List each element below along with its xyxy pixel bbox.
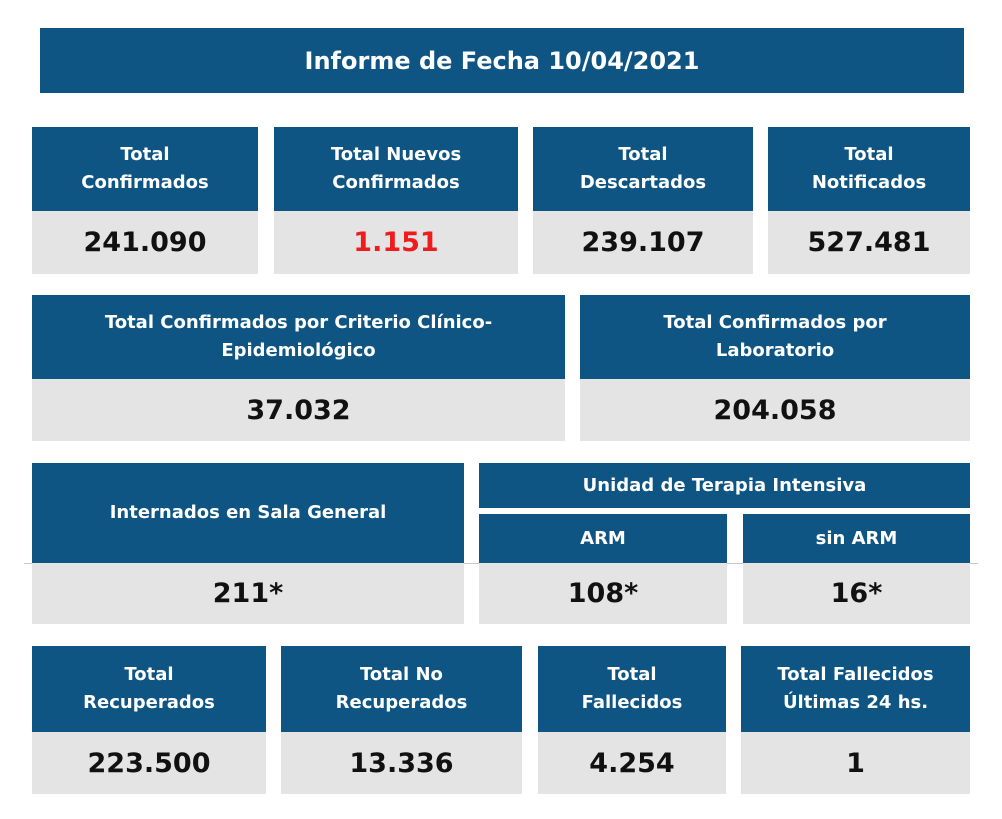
card-label: Total No Recuperados: [281, 646, 522, 732]
card-label: Total Nuevos Confirmados: [274, 127, 518, 211]
card-label: Total Confirmados: [32, 127, 258, 211]
card-total-confirmados: Total Confirmados 241.090: [32, 127, 258, 274]
card-confirmados-criterio-clinico: Total Confirmados por Criterio Clínico- …: [32, 295, 565, 441]
card-total-recuperados: Total Recuperados 223.500: [32, 646, 266, 794]
card-unidad-terapia-intensiva: Unidad de Terapia Intensiva: [479, 463, 970, 508]
card-label: Total Fallecidos: [538, 646, 726, 732]
card-label: Total Notificados: [768, 127, 970, 211]
card-arm: ARM 108*: [479, 514, 727, 624]
card-value: 211*: [32, 563, 464, 624]
card-confirmados-laboratorio: Total Confirmados por Laboratorio 204.05…: [580, 295, 970, 441]
card-sin-arm: sin ARM 16*: [743, 514, 970, 624]
card-total-no-recuperados: Total No Recuperados 13.336: [281, 646, 522, 794]
card-value: 239.107: [533, 211, 753, 274]
card-label: sin ARM: [743, 514, 970, 563]
report-title: Informe de Fecha 10/04/2021: [40, 28, 964, 93]
uti-label: Unidad de Terapia Intensiva: [479, 463, 970, 508]
card-value: 1.151: [274, 211, 518, 274]
card-total-notificados: Total Notificados 527.481: [768, 127, 970, 274]
card-value: 108*: [479, 563, 727, 624]
card-label: Total Recuperados: [32, 646, 266, 732]
card-total-fallecidos-24hs: Total Fallecidos Últimas 24 hs. 1: [741, 646, 970, 794]
card-value: 204.058: [580, 379, 970, 441]
card-value: 37.032: [32, 379, 565, 441]
card-value: 4.254: [538, 732, 726, 794]
card-label: Total Fallecidos Últimas 24 hs.: [741, 646, 970, 732]
card-value: 527.481: [768, 211, 970, 274]
card-total-nuevos-confirmados: Total Nuevos Confirmados 1.151: [274, 127, 518, 274]
card-total-descartados: Total Descartados 239.107: [533, 127, 753, 274]
card-value: 13.336: [281, 732, 522, 794]
card-internados-sala-general: Internados en Sala General 211*: [32, 463, 464, 624]
card-label: ARM: [479, 514, 727, 563]
card-value: 223.500: [32, 732, 266, 794]
card-total-fallecidos: Total Fallecidos 4.254: [538, 646, 726, 794]
card-label: Total Confirmados por Laboratorio: [580, 295, 970, 379]
card-label: Internados en Sala General: [32, 463, 464, 563]
card-value: 1: [741, 732, 970, 794]
card-label: Total Descartados: [533, 127, 753, 211]
card-label: Total Confirmados por Criterio Clínico- …: [32, 295, 565, 379]
card-value: 16*: [743, 563, 970, 624]
card-value: 241.090: [32, 211, 258, 274]
